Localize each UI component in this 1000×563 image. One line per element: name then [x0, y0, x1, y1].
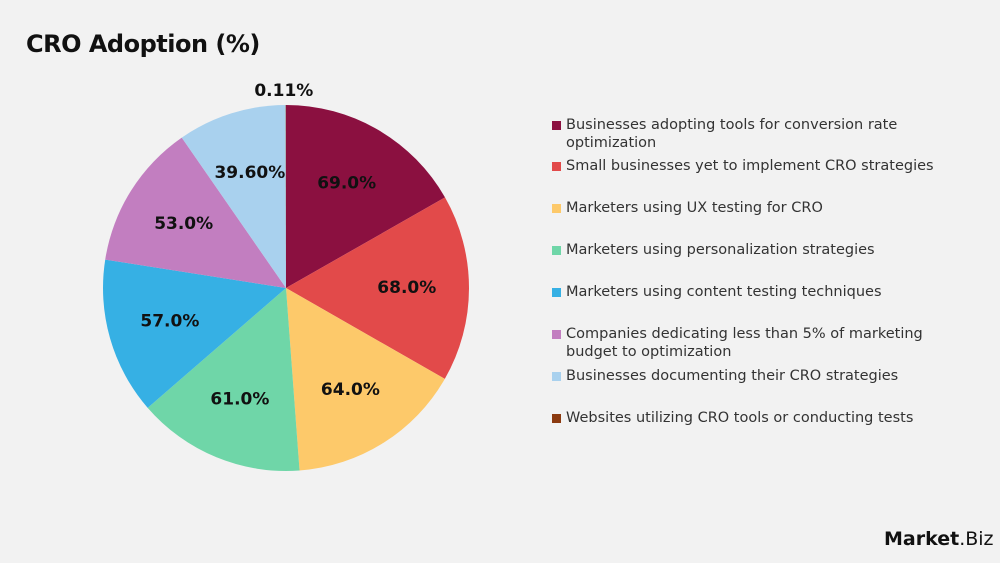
legend-item: Businesses documenting their CRO strateg… [552, 367, 952, 385]
pie-slice [286, 288, 445, 471]
legend-label: Marketers using UX testing for CRO [566, 200, 823, 216]
legend-item: Marketers using content testing techniqu… [552, 283, 952, 301]
pie-slice [181, 105, 286, 288]
legend-swatch [552, 414, 561, 423]
pie-slice [286, 105, 446, 288]
data-label: 69.0% [317, 174, 376, 194]
data-label: 39.60% [214, 163, 285, 183]
marketbiz-logo: Market.Biz [884, 528, 994, 550]
legend-swatch [552, 162, 561, 171]
logo-text-suffix: .Biz [959, 528, 994, 550]
legend-swatch [552, 288, 561, 297]
legend-item: Companies dedicating less than 5% of mar… [552, 325, 952, 361]
legend-item: Marketers using UX testing for CRO [552, 199, 952, 217]
legend-item: Businesses adopting tools for conversion… [552, 116, 952, 152]
legend-item: Websites utilizing CRO tools or conducti… [552, 409, 952, 427]
data-label: 53.0% [154, 214, 213, 234]
legend-label: Websites utilizing CRO tools or conducti… [566, 410, 914, 426]
legend-label: Businesses documenting their CRO strateg… [566, 368, 899, 384]
pie-slice [286, 197, 469, 379]
legend-item: Marketers using personalization strategi… [552, 241, 952, 259]
legend-swatch [552, 330, 561, 339]
pie-slice [102, 259, 287, 408]
chart-title: CRO Adoption (%) [26, 30, 260, 58]
pie-slice [105, 137, 286, 288]
legend-label: Small businesses yet to implement CRO st… [566, 158, 934, 174]
legend-swatch [552, 246, 561, 255]
legend-swatch [552, 121, 561, 130]
legend-swatch [552, 372, 561, 381]
pie-chart: 69.0% 68.0% 64.0% 61.0% 57.0% 53.0% 39.60% 0.11… [102, 81, 469, 471]
legend-label: Marketers using personalization strategi… [566, 242, 875, 258]
legend-label: Marketers using content testing techniqu… [566, 284, 882, 300]
legend-label: Businesses adopting tools for conversion… [566, 117, 898, 151]
data-label: 0.11% [254, 81, 313, 101]
logo-text-main: Market [884, 528, 960, 550]
data-label: 57.0% [140, 311, 199, 331]
data-label: 64.0% [321, 380, 380, 400]
legend-item: Small businesses yet to implement CRO st… [552, 157, 952, 175]
legend-swatch [552, 204, 561, 213]
pie-slice [147, 288, 300, 471]
legend-label: Companies dedicating less than 5% of mar… [566, 326, 923, 360]
data-label: 68.0% [377, 278, 436, 298]
data-label: 61.0% [210, 390, 269, 410]
